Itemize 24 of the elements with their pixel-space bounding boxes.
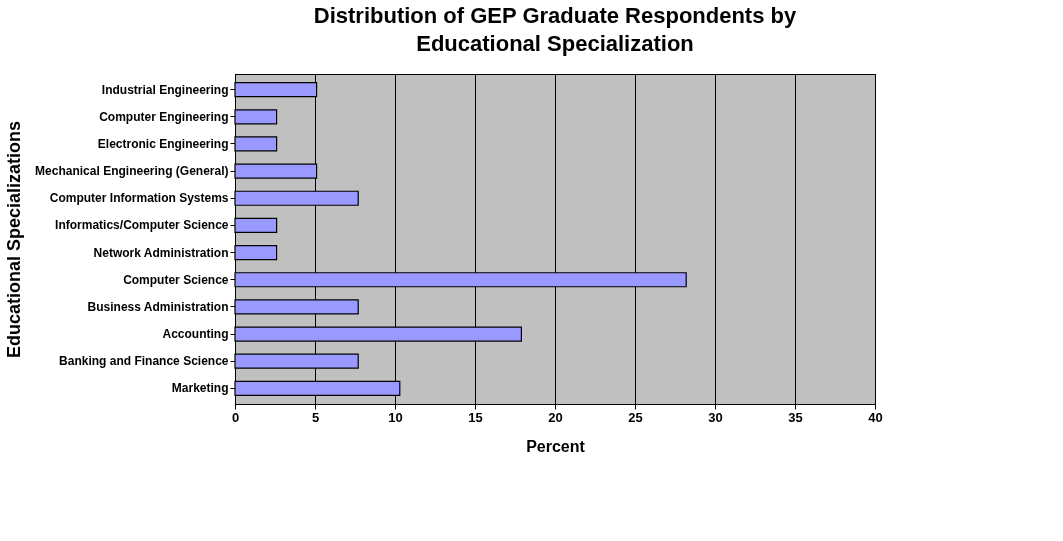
chart-title: Distribution of GEP Graduate Respondents by Educational Specialization bbox=[313, 3, 797, 56]
x-tick-label: 30 bbox=[708, 409, 723, 425]
y-tick-label: Industrial Engineering bbox=[101, 82, 229, 97]
y-tick-label: Computer Engineering bbox=[99, 109, 229, 124]
x-tick-label: 40 bbox=[868, 409, 883, 425]
x-tick-label: 15 bbox=[468, 409, 483, 425]
y-tick-label: Informatics/Computer Science bbox=[55, 218, 229, 233]
y-tick-label: Mechanical Engineering (General) bbox=[35, 164, 229, 179]
y-tick-label: Computer Information Systems bbox=[49, 191, 229, 206]
x-tick-label: 10 bbox=[388, 409, 403, 425]
y-tick-label: Marketing bbox=[171, 381, 229, 396]
y-tick-label: Electronic Engineering bbox=[97, 136, 229, 151]
x-tick-label: 20 bbox=[548, 409, 563, 425]
y-tick-label: Banking and Finance Science bbox=[59, 354, 229, 369]
y-tick-label: Business Administration bbox=[87, 299, 229, 314]
x-tick-label: 0 bbox=[231, 409, 240, 425]
y-tick-label: Network Administration bbox=[93, 245, 229, 260]
x-tick-label: 35 bbox=[788, 409, 803, 425]
x-tick-label: 5 bbox=[311, 409, 320, 425]
y-tick-label: Accounting bbox=[162, 327, 229, 342]
x-axis-title: Percent bbox=[526, 437, 586, 455]
x-tick-label: 25 bbox=[628, 409, 643, 425]
y-axis-title: Educational Specializations bbox=[3, 120, 24, 359]
y-tick-label: Computer Science bbox=[123, 272, 229, 287]
